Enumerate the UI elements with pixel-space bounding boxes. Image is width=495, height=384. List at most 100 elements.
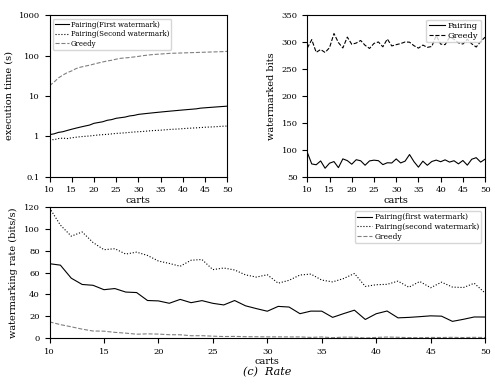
Pairing(first watermark)	[188, 300, 194, 305]
Pairing(second watermark)	[243, 273, 248, 277]
Pairing	[473, 156, 479, 160]
Pairing(first watermark)	[417, 314, 423, 319]
Greedy	[308, 335, 314, 340]
Greedy	[57, 322, 63, 327]
Text: (c)  Rate: (c) Rate	[243, 367, 292, 377]
Pairing(Second watermark)	[73, 135, 79, 139]
Pairing(second watermark)	[384, 282, 390, 286]
Pairing	[420, 159, 426, 164]
Greedy	[393, 42, 399, 47]
Pairing(first watermark)	[384, 309, 390, 313]
Greedy	[297, 334, 303, 339]
Pairing(second watermark)	[406, 285, 412, 290]
Pairing(First watermark)	[69, 127, 75, 132]
Greedy	[100, 60, 106, 64]
Pairing(first watermark)	[90, 283, 96, 288]
Greedy	[47, 83, 52, 88]
Greedy	[199, 333, 205, 338]
Pairing	[442, 157, 448, 162]
Pairing(Second watermark)	[60, 136, 66, 141]
Pairing(second watermark)	[341, 276, 346, 281]
Pairing(second watermark)	[439, 280, 445, 285]
Pairing(Second watermark)	[69, 136, 75, 140]
Pairing	[438, 159, 444, 164]
Pairing(First watermark)	[171, 108, 177, 113]
Greedy	[55, 76, 61, 80]
Pairing	[455, 162, 461, 166]
Greedy	[371, 41, 377, 46]
Pairing(second watermark)	[90, 240, 96, 245]
Greedy	[69, 69, 75, 73]
Greedy	[304, 46, 310, 50]
Pairing(First watermark)	[47, 132, 52, 137]
X-axis label: carts: carts	[384, 196, 409, 205]
Pairing(second watermark)	[428, 285, 434, 290]
Pairing(first watermark)	[297, 311, 303, 316]
Greedy	[188, 333, 194, 338]
Pairing(first watermark)	[319, 309, 325, 313]
Greedy	[184, 50, 190, 55]
Greedy	[417, 335, 423, 340]
Greedy	[153, 52, 159, 56]
Pairing(first watermark)	[253, 306, 259, 311]
Greedy	[380, 45, 386, 49]
Pairing(Second watermark)	[166, 127, 172, 132]
Pairing(Second watermark)	[136, 129, 142, 134]
Pairing(Second watermark)	[145, 129, 150, 133]
Greedy	[220, 49, 226, 54]
Pairing(First watermark)	[211, 105, 217, 109]
Pairing(Second watermark)	[175, 127, 181, 131]
Pairing(second watermark)	[79, 230, 85, 234]
Greedy	[253, 334, 259, 339]
Pairing(Second watermark)	[100, 132, 106, 137]
Pairing(Second watermark)	[131, 130, 137, 134]
Greedy	[78, 65, 84, 70]
Greedy	[286, 334, 292, 339]
Greedy	[122, 56, 128, 60]
Greedy	[134, 332, 140, 336]
Greedy	[362, 336, 368, 340]
Greedy	[211, 50, 217, 54]
Greedy	[215, 50, 221, 54]
Pairing(Second watermark)	[109, 132, 115, 136]
Greedy	[478, 39, 484, 44]
Pairing	[402, 159, 408, 164]
Pairing	[358, 159, 364, 163]
Pairing(second watermark)	[188, 258, 194, 263]
Greedy	[180, 51, 186, 55]
Pairing(Second watermark)	[64, 136, 70, 141]
Greedy	[358, 38, 364, 43]
Pairing(second watermark)	[232, 268, 238, 272]
Greedy	[349, 42, 355, 46]
Pairing(second watermark)	[330, 280, 336, 284]
Pairing(second watermark)	[112, 247, 118, 251]
Pairing	[415, 165, 421, 169]
Pairing(Second watermark)	[211, 124, 217, 129]
Greedy	[131, 55, 137, 59]
Text: (b)  Capacity: (b) Capacity	[360, 222, 432, 232]
Pairing(first watermark)	[101, 287, 107, 292]
Pairing(Second watermark)	[149, 128, 155, 133]
Greedy	[60, 73, 66, 78]
Pairing(first watermark)	[57, 263, 63, 267]
Greedy	[264, 334, 270, 339]
Greedy	[136, 54, 142, 59]
Greedy	[449, 335, 455, 339]
Pairing(second watermark)	[134, 250, 140, 255]
Greedy	[96, 61, 101, 65]
Greedy	[439, 335, 445, 340]
Pairing(second watermark)	[57, 223, 63, 227]
Line: Pairing(Second watermark): Pairing(Second watermark)	[50, 126, 227, 140]
Pairing(First watermark)	[184, 107, 190, 112]
Pairing(First watermark)	[189, 107, 195, 111]
Greedy	[420, 43, 426, 47]
Greedy	[198, 50, 203, 55]
Greedy	[384, 37, 390, 41]
Pairing(Second watermark)	[215, 124, 221, 129]
Pairing(second watermark)	[417, 279, 423, 284]
Greedy	[330, 335, 336, 340]
Pairing(First watermark)	[162, 109, 168, 114]
Greedy	[341, 335, 346, 339]
Greedy	[442, 42, 448, 47]
Greedy	[353, 41, 359, 45]
